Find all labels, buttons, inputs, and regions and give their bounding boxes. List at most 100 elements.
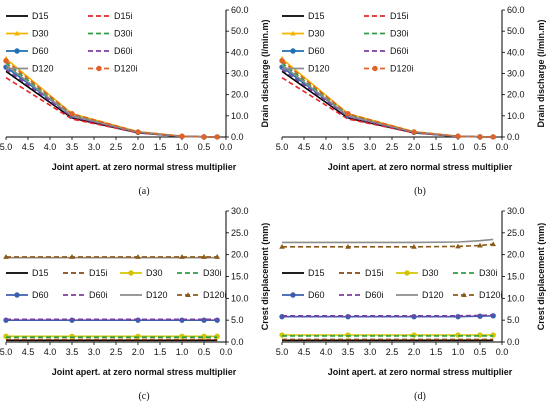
- legend-marker-D30: [128, 270, 134, 276]
- legend-label-D60i: D60i: [365, 290, 384, 300]
- legend-label-D30: D30: [146, 268, 163, 278]
- x-tick-label: 2.5: [110, 142, 123, 152]
- legend-marker-D120i: [185, 292, 191, 297]
- series-point-D120i: [3, 58, 9, 64]
- series-line-D60i: [281, 68, 494, 138]
- x-tick-label: 5.0: [276, 347, 289, 357]
- x-tick-label: 0.0: [220, 347, 233, 357]
- y-axis-label: Crest displacement (mm): [536, 223, 546, 331]
- legend-label-D60: D60: [32, 46, 49, 56]
- series-point-D120i: [179, 254, 185, 259]
- y-tick-label: 60.0: [507, 5, 525, 15]
- y-tick-label: 0.0: [507, 132, 520, 142]
- y-tick-label: 60.0: [231, 5, 249, 15]
- x-tick-label: 0.5: [198, 347, 211, 357]
- y-tick-label: 20.0: [507, 250, 525, 260]
- legend-label-D30i: D30i: [114, 29, 133, 39]
- x-tick-label: 5.0: [276, 142, 289, 152]
- series-point-D120i: [345, 111, 351, 117]
- x-tick-label: 3.5: [342, 142, 355, 152]
- x-tick-label: 1.0: [176, 142, 189, 152]
- legend-marker-D120i: [372, 65, 378, 72]
- series-line-D15: [281, 70, 494, 138]
- x-tick-label: 0.5: [474, 347, 487, 357]
- series-point-D120i: [490, 241, 496, 247]
- legend-label-D60i: D60i: [89, 290, 108, 300]
- series-point-D120i: [455, 133, 461, 139]
- y-tick-label: 50.0: [507, 26, 525, 36]
- x-tick-label: 4.5: [22, 347, 35, 357]
- legend-label-D15: D15: [32, 11, 49, 21]
- x-tick-label: 1.5: [154, 142, 167, 152]
- chart-panel-b: 5.0 4.5 4.0 3.5 3.0 2.5 2.0 1.5 1.0 0.5 0.00.0 10.0…: [276, 5, 546, 197]
- x-tick-label: 1.0: [452, 142, 465, 152]
- panel-label: (d): [414, 391, 426, 402]
- x-tick-label: 4.0: [320, 142, 333, 152]
- legend-label-D15: D15: [308, 268, 325, 278]
- legend-marker-D30: [290, 30, 296, 36]
- x-axis-label: Joint apert. at zero normal stress multi…: [328, 367, 513, 377]
- x-tick-label: 4.5: [298, 347, 311, 357]
- x-tick-label: 0.0: [220, 142, 233, 152]
- series-point-D120i: [135, 129, 141, 135]
- legend-label-D60: D60: [32, 290, 49, 300]
- series-point-D120i: [411, 244, 417, 249]
- legend-label-D120: D120: [146, 290, 168, 300]
- legend-label-D60i: D60i: [390, 46, 409, 56]
- legend-label-D60: D60: [308, 46, 325, 56]
- legend-label-D60i: D60i: [114, 46, 133, 56]
- series-point-D120i: [477, 134, 483, 140]
- x-tick-label: 0.5: [198, 142, 211, 152]
- series-line-D60i: [5, 68, 218, 138]
- series-line-D120: [281, 64, 494, 138]
- y-tick-label: 20.0: [231, 250, 249, 260]
- legend-label-D30i: D30i: [203, 268, 222, 278]
- y-axis-label: Drain discharge (l/min.m): [260, 19, 270, 127]
- legend-marker-D60: [14, 48, 20, 54]
- y-tick-label: 30.0: [231, 206, 249, 216]
- x-tick-label: 1.0: [452, 347, 465, 357]
- chart-panel-a: 5.0 4.5 4.0 3.5 3.0 2.5 2.0 1.5 1.0 0.5 0.00.0 10.0…: [0, 5, 270, 197]
- x-tick-label: 0.0: [496, 142, 509, 152]
- legend-marker-D120i: [461, 292, 467, 297]
- x-tick-label: 3.0: [88, 347, 101, 357]
- series-line-D60i: [282, 314, 494, 317]
- panel-label: (a): [138, 186, 149, 197]
- legend-label-D15: D15: [32, 268, 49, 278]
- x-axis-label: Joint apert. at zero normal stress multi…: [52, 367, 237, 377]
- y-tick-label: 20.0: [507, 90, 525, 100]
- series-point-D120i: [279, 244, 285, 249]
- y-tick-label: 10.0: [231, 293, 249, 303]
- series-point-D120i: [69, 254, 75, 259]
- x-axis-label: Joint apert. at zero normal stress multi…: [328, 162, 513, 172]
- y-tick-label: 0.0: [231, 337, 244, 347]
- legend-label-D120i: D120i: [479, 290, 503, 300]
- y-tick-label: 40.0: [507, 47, 525, 57]
- x-tick-label: 2.5: [110, 347, 123, 357]
- y-tick-label: 20.0: [231, 90, 249, 100]
- legend-marker-D30: [404, 270, 410, 276]
- x-tick-label: 2.0: [408, 347, 421, 357]
- x-tick-label: 3.0: [88, 142, 101, 152]
- series-point-D120i: [3, 254, 9, 259]
- y-tick-label: 25.0: [231, 228, 249, 238]
- legend-label-D30: D30: [32, 29, 49, 39]
- series-line-D15: [5, 70, 218, 138]
- y-tick-label: 10.0: [231, 111, 249, 121]
- series-point-D120i: [135, 254, 141, 259]
- y-tick-label: 30.0: [231, 69, 249, 79]
- y-tick-label: 5.0: [231, 315, 244, 325]
- x-tick-label: 1.5: [154, 347, 167, 357]
- legend-marker-D60: [290, 292, 296, 298]
- series-point-D120i: [279, 58, 285, 64]
- legend-marker-D120i: [96, 65, 102, 72]
- chart-panel-c: 5.0 4.5 4.0 3.5 3.0 2.5 2.0 1.5 1.0 0.5 0.00.0 5.0 1…: [0, 206, 270, 402]
- y-tick-label: 15.0: [231, 272, 249, 282]
- series-point-D120i: [214, 254, 220, 259]
- y-axis-label: Crest displacement (mm): [260, 223, 270, 331]
- x-tick-label: 5.0: [0, 347, 12, 357]
- series-point-D120i: [477, 242, 483, 248]
- panel-label: (b): [414, 186, 426, 197]
